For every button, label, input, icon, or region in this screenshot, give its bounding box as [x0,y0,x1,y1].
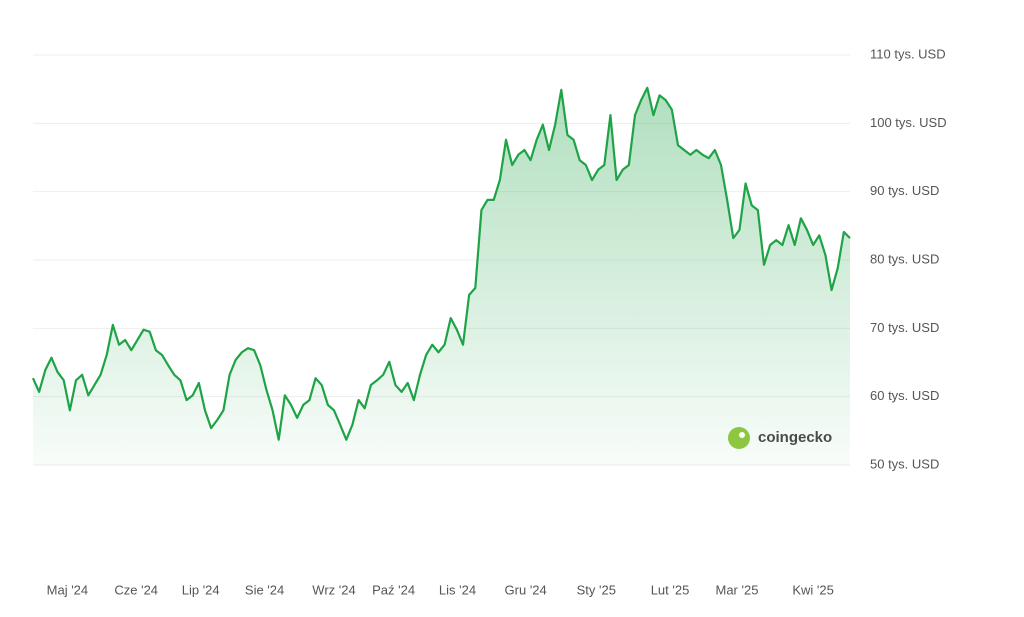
y-tick-label: 80 tys. USD [870,251,939,266]
x-tick-label: Cze '24 [114,582,158,597]
area-layer [33,87,850,466]
labels-layer: 110 tys. USD 100 tys. USD 90 tys. USD 80 ty… [47,46,947,597]
x-tick-label: Lis '24 [439,582,476,597]
x-tick-label: Sie '24 [245,582,284,597]
x-tick-label: Maj '24 [47,582,89,597]
x-tick-label: Kwi '25 [792,582,834,597]
watermark-logo-eye [739,432,745,438]
x-tick-label: Sty '25 [577,582,616,597]
x-tick-label: Lip '24 [182,582,220,597]
y-tick-label: 100 tys. USD [870,115,947,130]
x-tick-label: Wrz '24 [312,582,355,597]
watermark-logo [728,427,750,449]
area-fill [33,87,850,466]
x-tick-label: Lut '25 [651,582,690,597]
line-layer [31,86,851,441]
y-tick-label: 110 tys. USD [870,46,946,61]
x-tick-label: Mar '25 [715,582,758,597]
price-line [31,86,851,441]
y-tick-label: 70 tys. USD [870,320,939,335]
x-tick-label: Paź '24 [372,582,415,597]
x-tick-label: Gru '24 [505,582,547,597]
watermark-text: coingecko [758,429,832,446]
y-tick-label: 50 tys. USD [870,456,939,471]
watermark: coingecko [728,427,832,449]
y-tick-label: 90 tys. USD [870,183,939,198]
y-tick-label: 60 tys. USD [870,388,939,403]
